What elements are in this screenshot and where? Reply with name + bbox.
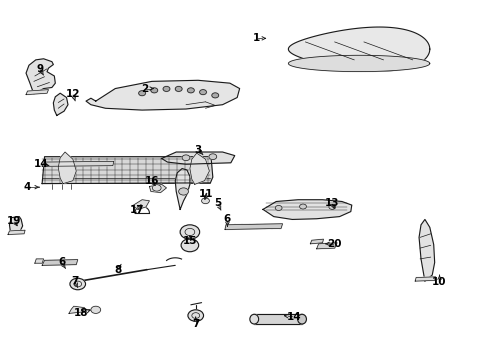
Polygon shape [42, 260, 78, 265]
Polygon shape [254, 315, 302, 324]
Text: 7: 7 [192, 319, 199, 329]
Circle shape [175, 86, 182, 91]
Circle shape [275, 206, 282, 211]
Polygon shape [189, 153, 209, 184]
Circle shape [201, 198, 209, 204]
Polygon shape [224, 224, 282, 229]
Polygon shape [26, 90, 48, 95]
Circle shape [199, 90, 206, 95]
Polygon shape [288, 55, 429, 72]
Text: 20: 20 [327, 239, 341, 249]
Polygon shape [35, 259, 43, 263]
Circle shape [178, 188, 188, 195]
Text: 18: 18 [74, 309, 88, 318]
Polygon shape [263, 200, 351, 220]
Polygon shape [26, 59, 55, 94]
Text: 11: 11 [199, 189, 213, 199]
Text: 4: 4 [24, 182, 31, 192]
Text: 3: 3 [194, 144, 202, 154]
Polygon shape [310, 239, 323, 244]
Polygon shape [161, 152, 234, 164]
Text: 19: 19 [7, 216, 21, 226]
Circle shape [163, 86, 169, 91]
Circle shape [182, 155, 189, 161]
Polygon shape [58, 152, 76, 184]
Text: 13: 13 [325, 198, 339, 208]
Circle shape [328, 204, 335, 210]
Polygon shape [132, 200, 149, 210]
Polygon shape [175, 168, 189, 210]
Text: 12: 12 [65, 89, 80, 99]
Text: 2: 2 [141, 84, 148, 94]
Polygon shape [42, 161, 114, 166]
Polygon shape [288, 27, 429, 71]
Polygon shape [149, 184, 166, 193]
Polygon shape [9, 217, 22, 232]
Polygon shape [69, 306, 84, 314]
Text: 1: 1 [253, 33, 260, 43]
Text: 9: 9 [36, 64, 43, 74]
Circle shape [299, 204, 306, 209]
Text: 14: 14 [33, 159, 48, 169]
Circle shape [187, 310, 203, 321]
Text: 17: 17 [130, 206, 144, 216]
Text: 6: 6 [58, 257, 65, 267]
Text: 6: 6 [224, 215, 231, 224]
Polygon shape [53, 93, 68, 116]
Text: 7: 7 [71, 276, 79, 286]
Polygon shape [316, 243, 336, 249]
Text: 10: 10 [431, 277, 446, 287]
Circle shape [181, 239, 198, 252]
Text: 8: 8 [114, 265, 121, 275]
Circle shape [211, 93, 218, 98]
Circle shape [91, 306, 101, 314]
Polygon shape [8, 230, 25, 234]
Ellipse shape [297, 314, 306, 324]
Polygon shape [414, 277, 435, 281]
Polygon shape [42, 157, 212, 184]
Circle shape [70, 278, 85, 290]
Polygon shape [86, 80, 239, 110]
Circle shape [187, 88, 194, 93]
Text: 15: 15 [182, 236, 197, 246]
Circle shape [139, 91, 145, 96]
Circle shape [180, 225, 199, 239]
Text: 5: 5 [214, 198, 221, 208]
Circle shape [151, 88, 158, 93]
Circle shape [208, 154, 216, 159]
Ellipse shape [249, 314, 258, 324]
Text: 16: 16 [144, 176, 159, 186]
Circle shape [152, 185, 161, 191]
Polygon shape [418, 220, 434, 281]
Text: 14: 14 [286, 312, 301, 322]
